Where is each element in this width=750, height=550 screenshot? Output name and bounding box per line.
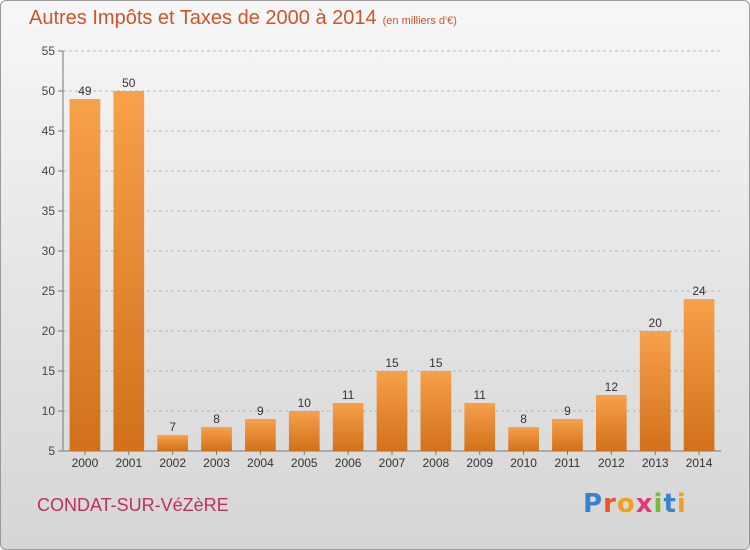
x-tick-label: 2003 bbox=[203, 456, 230, 470]
y-tick-label: 45 bbox=[42, 124, 56, 138]
y-tick-label: 15 bbox=[42, 364, 56, 378]
x-tick-label: 2011 bbox=[555, 456, 581, 470]
data-label: 8 bbox=[213, 412, 220, 426]
data-label: 7 bbox=[169, 420, 176, 434]
bar-2003 bbox=[201, 427, 232, 451]
data-label: 20 bbox=[649, 316, 663, 330]
x-tick-label: 2000 bbox=[72, 456, 99, 470]
data-label: 11 bbox=[473, 388, 486, 402]
x-tick-label: 2002 bbox=[159, 456, 186, 470]
data-label: 9 bbox=[564, 404, 571, 418]
chart-unit: (en milliers d'€) bbox=[382, 15, 457, 27]
x-tick-label: 2001 bbox=[115, 456, 142, 470]
bar-2011 bbox=[552, 419, 583, 451]
data-label: 50 bbox=[122, 76, 136, 90]
logo-letter: i bbox=[653, 489, 664, 519]
y-tick-label: 30 bbox=[42, 244, 56, 258]
logo-letter: P bbox=[583, 489, 604, 519]
bar-2010 bbox=[508, 427, 539, 451]
axes: 5 10 15 20 25 30 35 40 45 50 55 2000 2001 2002 2003 200… bbox=[42, 44, 721, 470]
bar-2001 bbox=[113, 91, 145, 451]
x-tick-label: 2012 bbox=[598, 456, 625, 470]
y-tick-label: 25 bbox=[42, 284, 56, 298]
y-tick-label: 20 bbox=[42, 324, 56, 338]
x-tick-label: 2007 bbox=[379, 456, 406, 470]
logo-letter: t bbox=[663, 489, 677, 519]
bar-2000 bbox=[69, 99, 101, 451]
x-tick-label: 2004 bbox=[247, 456, 274, 470]
y-tick-label: 35 bbox=[42, 204, 56, 218]
data-label: 49 bbox=[78, 84, 92, 98]
y-tick-label: 10 bbox=[42, 404, 56, 418]
x-tick-label: 2013 bbox=[642, 456, 669, 470]
bar-2005 bbox=[288, 411, 320, 451]
bar-2007 bbox=[376, 371, 408, 451]
bar-2004 bbox=[245, 419, 276, 451]
bar-2002 bbox=[157, 435, 189, 451]
x-tick-label: 2010 bbox=[510, 456, 537, 470]
bar-2008 bbox=[420, 371, 452, 451]
y-tick-label: 50 bbox=[42, 84, 56, 98]
proxiti-logo: Proxiti bbox=[583, 489, 687, 519]
data-label: 9 bbox=[257, 404, 264, 418]
data-labels: 49 50 7 8 9 10 11 15 15 11 8 9 12 20 24 bbox=[78, 76, 706, 434]
data-label: 10 bbox=[298, 396, 312, 410]
chart-title: Autres Impôts et Taxes de 2000 à 2014 (en… bbox=[29, 7, 457, 30]
logo-letter: o bbox=[616, 489, 636, 519]
data-label: 11 bbox=[342, 388, 355, 402]
bar-2014 bbox=[683, 299, 715, 451]
bars bbox=[69, 91, 715, 451]
y-tick-label: 40 bbox=[42, 164, 56, 178]
bar-2006 bbox=[332, 403, 364, 451]
x-tick-label: 2009 bbox=[466, 456, 493, 470]
y-tick-label: 5 bbox=[48, 444, 55, 458]
x-tick-label: 2005 bbox=[291, 456, 318, 470]
logo-letter: i bbox=[676, 489, 687, 519]
chart-title-text: Autres Impôts et Taxes de 2000 à 2014 bbox=[29, 7, 377, 29]
x-tick-label: 2014 bbox=[686, 456, 713, 470]
bar-2012 bbox=[595, 395, 627, 451]
x-tick-label: 2006 bbox=[335, 456, 362, 470]
data-label: 15 bbox=[429, 356, 443, 370]
data-label: 8 bbox=[520, 412, 527, 426]
data-label: 15 bbox=[385, 356, 399, 370]
logo-letter: x bbox=[635, 489, 654, 519]
bar-2013 bbox=[639, 331, 671, 451]
data-label: 12 bbox=[605, 380, 619, 394]
logo-letter: r bbox=[603, 489, 617, 519]
y-tick-label: 55 bbox=[42, 44, 56, 58]
x-tick-label: 2008 bbox=[423, 456, 450, 470]
bar-2009 bbox=[464, 403, 496, 451]
commune-name: CONDAT-SUR-VéZèRE bbox=[37, 495, 229, 515]
data-label: 24 bbox=[692, 284, 706, 298]
